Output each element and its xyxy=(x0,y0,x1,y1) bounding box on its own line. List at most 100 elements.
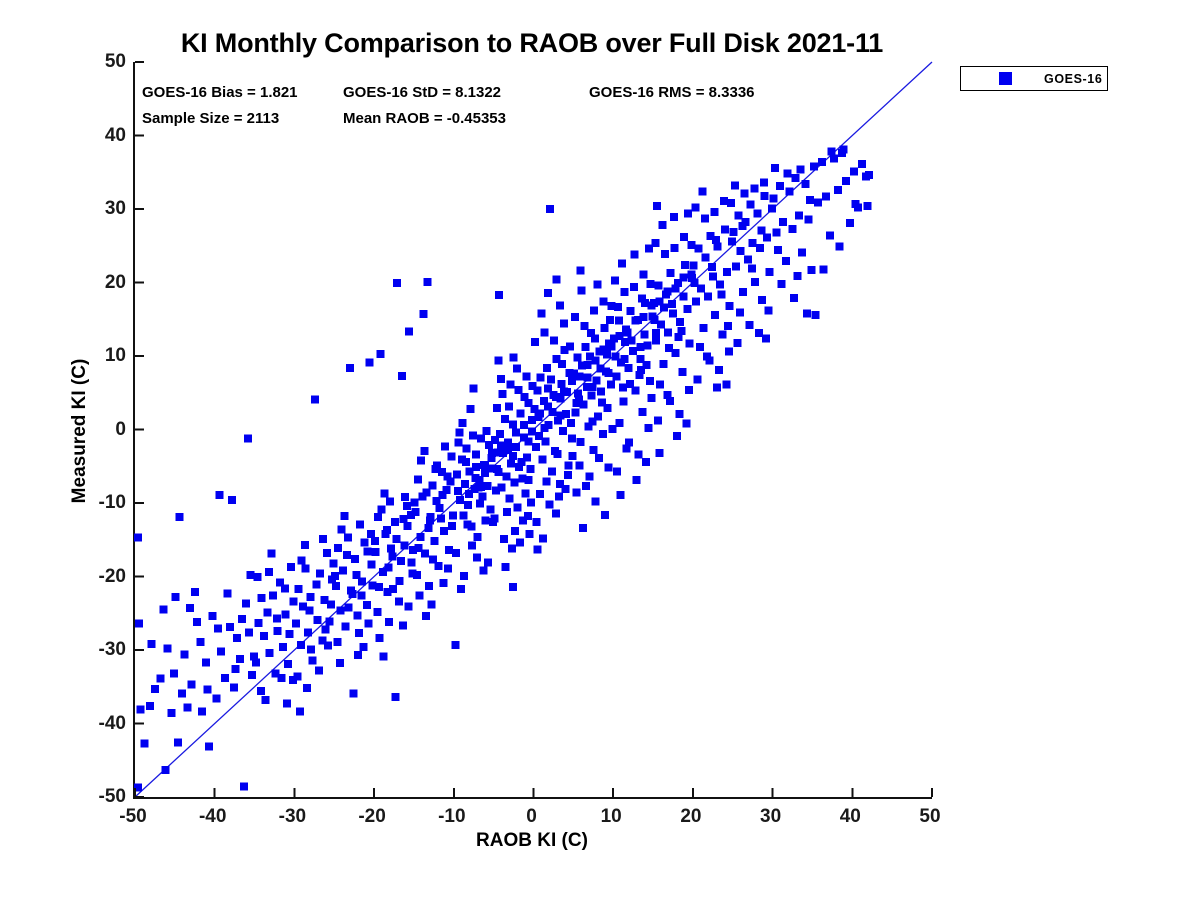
scatter-point xyxy=(457,585,465,593)
scatter-point xyxy=(496,429,504,438)
scatter-point xyxy=(699,324,708,333)
scatter-point xyxy=(337,525,346,534)
y-tick-label: -10 xyxy=(98,492,126,513)
scatter-point xyxy=(334,543,343,552)
scatter-point xyxy=(671,284,680,293)
scatter-point xyxy=(287,562,296,571)
scatter-point xyxy=(315,666,324,675)
scatter-point xyxy=(398,621,407,630)
scatter-point xyxy=(559,319,568,328)
scatter-point xyxy=(397,557,406,566)
scatter-point xyxy=(687,270,696,279)
scatter-point xyxy=(472,463,481,471)
scatter-plot-canvas xyxy=(134,61,933,798)
scatter-point xyxy=(313,615,322,624)
scatter-point xyxy=(528,382,537,391)
scatter-point xyxy=(665,343,673,352)
scatter-point xyxy=(306,593,315,602)
chart-title: KI Monthly Comparison to RAOB over Full … xyxy=(180,28,884,58)
x-tick-label: -10 xyxy=(438,806,466,827)
scatter-point xyxy=(685,339,694,348)
scatter-point xyxy=(478,492,487,501)
scatter-point xyxy=(599,297,608,306)
scatter-point xyxy=(638,407,647,416)
scatter-point xyxy=(341,622,350,631)
scatter-point xyxy=(835,242,844,251)
scatter-point xyxy=(639,313,648,321)
scatter-point xyxy=(463,520,472,529)
scatter-point xyxy=(771,163,779,172)
scatter-point xyxy=(575,372,584,381)
legend-label: GOES-16 xyxy=(1044,71,1103,86)
scatter-point xyxy=(573,353,582,362)
scatter-point xyxy=(527,498,536,507)
scatter-point xyxy=(217,647,226,656)
scatter-point xyxy=(753,209,762,218)
scatter-point xyxy=(589,446,598,455)
scatter-point xyxy=(427,600,436,609)
scatter-point xyxy=(555,301,564,310)
scatter-point xyxy=(746,200,755,209)
y-tick-label: -50 xyxy=(98,786,126,807)
scatter-point xyxy=(178,689,186,698)
stat-sample-size: Sample Size = 2113 xyxy=(142,110,280,127)
scatter-point xyxy=(618,383,627,392)
scatter-point xyxy=(810,162,818,171)
scatter-point xyxy=(405,327,414,336)
scatter-point xyxy=(510,478,519,487)
scatter-point xyxy=(615,332,624,341)
scatter-point xyxy=(520,393,529,402)
y-tick-label: 10 xyxy=(104,345,126,366)
scatter-point xyxy=(659,360,668,369)
scatter-point xyxy=(519,421,528,430)
scatter-point xyxy=(811,310,820,319)
scatter-point xyxy=(451,640,460,649)
stat-rms: GOES-16 RMS = 8.3336 xyxy=(589,84,755,101)
scatter-point xyxy=(801,180,810,188)
scatter-point xyxy=(460,571,469,580)
scatter-point xyxy=(839,145,848,154)
scatter-point xyxy=(402,501,411,510)
scatter-point xyxy=(469,384,478,393)
scatter-point xyxy=(531,443,540,452)
scatter-point xyxy=(508,582,517,591)
scatter-point xyxy=(183,703,192,712)
scatter-point xyxy=(408,569,417,578)
scatter-point xyxy=(597,387,606,396)
scatter-point xyxy=(594,412,603,421)
scatter-point xyxy=(511,526,520,535)
scatter-point xyxy=(480,468,489,477)
scatter-point xyxy=(493,448,502,457)
scatter-point xyxy=(564,461,573,470)
scatter-point xyxy=(442,485,451,494)
scatter-point xyxy=(360,538,369,547)
scatter-point xyxy=(336,606,345,615)
scatter-point xyxy=(465,467,474,476)
scatter-point xyxy=(598,429,607,438)
scatter-point xyxy=(588,382,597,391)
scatter-point xyxy=(586,329,595,338)
scatter-point xyxy=(701,253,710,262)
scatter-point xyxy=(292,619,300,628)
scatter-point xyxy=(708,263,716,272)
scatter-point xyxy=(223,589,232,598)
scatter-point xyxy=(716,280,724,289)
scatter-point xyxy=(494,356,503,365)
scatter-point xyxy=(668,299,677,308)
scatter-point xyxy=(537,309,546,318)
scatter-point xyxy=(263,608,272,617)
scatter-point xyxy=(421,612,430,621)
scatter-point xyxy=(333,637,342,646)
scatter-point xyxy=(476,434,485,443)
scatter-point xyxy=(208,612,217,621)
legend-marker-square-icon xyxy=(999,72,1012,85)
scatter-point xyxy=(689,261,698,270)
scatter-point xyxy=(555,479,564,488)
scatter-point xyxy=(446,477,455,486)
scatter-point xyxy=(543,402,552,411)
scatter-point xyxy=(647,393,656,402)
scatter-point xyxy=(675,410,684,419)
scatter-point xyxy=(788,224,797,233)
scatter-point xyxy=(411,507,420,516)
scatter-point xyxy=(613,467,622,476)
